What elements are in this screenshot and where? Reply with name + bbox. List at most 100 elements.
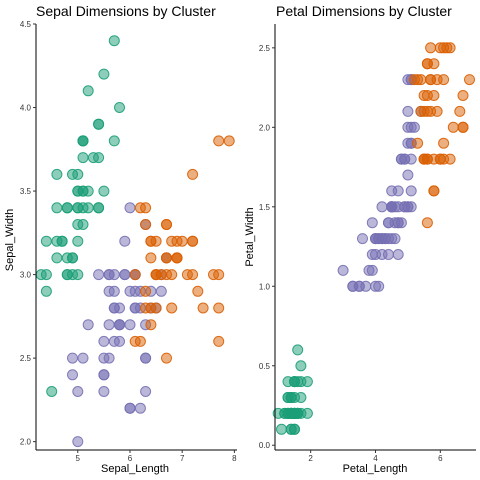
sepal-y-tick-label: 4.0 — [20, 104, 32, 113]
petal-point-cluster-3 — [421, 153, 433, 165]
petal-y-tick-label: 2.5 — [259, 44, 271, 53]
petal-point-cluster-1 — [285, 392, 297, 403]
sepal-point-cluster-2 — [98, 369, 110, 381]
sepal-chart-title: Sepal Dimensions by Cluster — [36, 3, 216, 19]
sepal-point-cluster-2 — [124, 319, 136, 331]
sepal-plot-area — [35, 35, 235, 448]
sepal-point-cluster-3 — [171, 252, 183, 264]
petal-point-cluster-2 — [392, 201, 404, 213]
petal-point-cluster-3 — [412, 137, 424, 149]
sepal-point-cluster-2 — [77, 352, 89, 364]
sepal-point-cluster-3 — [213, 302, 225, 314]
sepal-point-cluster-1 — [46, 386, 58, 397]
sepal-point-cluster-1 — [93, 118, 105, 130]
petal-point-cluster-3 — [418, 90, 430, 101]
petal-point-cluster-3 — [434, 153, 446, 165]
petal-y-tick-label: 1.5 — [259, 203, 271, 212]
sepal-point-cluster-3 — [187, 168, 199, 180]
sepal-y-tick-label: 4.5 — [20, 20, 32, 29]
sepal-point-cluster-1 — [77, 152, 89, 164]
sepal-point-cluster-3 — [213, 135, 225, 147]
sepal-point-cluster-1 — [61, 269, 73, 281]
sepal-x-axis-label: Sepal_Length — [101, 463, 169, 475]
sepal-point-cluster-3 — [145, 235, 157, 247]
sepal-point-cluster-1 — [72, 235, 84, 247]
petal-point-cluster-2 — [386, 185, 398, 197]
petal-point-cluster-3 — [415, 74, 427, 86]
sepal-point-cluster-1 — [40, 235, 52, 247]
sepal-point-cluster-3 — [161, 219, 172, 230]
sepal-point-cluster-3 — [140, 219, 152, 230]
petal-point-cluster-1 — [301, 376, 313, 388]
petal-y-tick-label: 2.0 — [259, 123, 271, 132]
petal-point-cluster-3 — [454, 105, 466, 117]
petal-point-cluster-3 — [415, 105, 427, 117]
petal-point-cluster-2 — [337, 264, 349, 276]
sepal-point-cluster-1 — [40, 285, 52, 297]
sepal-point-cluster-1 — [87, 152, 99, 164]
petal-point-cluster-1 — [285, 407, 297, 419]
sepal-point-cluster-3 — [223, 135, 235, 147]
sepal-point-cluster-3 — [150, 302, 162, 314]
petal-x-tick-label: 6 — [438, 454, 443, 463]
sepal-point-cluster-2 — [67, 352, 78, 364]
sepal-point-cluster-1 — [82, 85, 94, 97]
petal-point-cluster-2 — [408, 121, 420, 133]
petal-point-cluster-2 — [376, 249, 388, 260]
petal-point-cluster-2 — [373, 280, 385, 292]
petal-point-cluster-2 — [376, 201, 388, 213]
sepal-point-cluster-1 — [61, 202, 73, 214]
sepal-point-cluster-2 — [82, 319, 94, 331]
sepal-point-cluster-1 — [51, 252, 63, 264]
sepal-point-cluster-3 — [145, 319, 157, 331]
petal-plot-area — [272, 42, 475, 435]
petal-point-cluster-2 — [357, 233, 368, 245]
sepal-point-cluster-2 — [134, 402, 146, 414]
sepal-point-cluster-1 — [77, 135, 89, 147]
petal-point-cluster-2 — [347, 280, 359, 292]
sepal-point-cluster-3 — [140, 285, 152, 297]
sepal-point-cluster-1 — [93, 202, 105, 214]
sepal-point-cluster-3 — [161, 352, 172, 364]
petal-point-cluster-2 — [402, 169, 414, 181]
petal-point-cluster-3 — [421, 217, 433, 229]
sepal-point-cluster-3 — [213, 335, 225, 347]
sepal-point-cluster-3 — [145, 252, 157, 264]
sepal-point-cluster-1 — [108, 35, 120, 47]
sepal-point-cluster-2 — [119, 269, 131, 281]
petal-point-cluster-3 — [428, 58, 440, 70]
sepal-point-cluster-2 — [93, 269, 105, 281]
sepal-point-cluster-2 — [67, 369, 78, 381]
petal-point-cluster-3 — [428, 185, 440, 197]
sepal-point-cluster-2 — [72, 436, 84, 448]
petal-point-cluster-2 — [405, 185, 417, 197]
sepal-point-cluster-3 — [187, 235, 199, 247]
sepal-point-cluster-1 — [40, 269, 52, 281]
sepal-point-cluster-2 — [103, 319, 115, 331]
petal-x-ticks: 2 4 6 — [308, 450, 443, 463]
sepal-point-cluster-2 — [119, 235, 131, 247]
sepal-point-cluster-1 — [51, 168, 63, 180]
petal-point-cluster-3 — [425, 74, 437, 86]
petal-point-cluster-1 — [295, 360, 307, 372]
petal-y-ticks: 0.0 0.5 1.0 1.5 2.0 2.5 — [259, 44, 275, 450]
sepal-point-cluster-2 — [108, 269, 120, 281]
sepal-point-cluster-1 — [72, 185, 84, 197]
sepal-point-cluster-2 — [114, 335, 125, 347]
sepal-y-tick-label: 3.0 — [20, 271, 32, 280]
sepal-point-cluster-2 — [98, 335, 110, 347]
petal-x-tick-label: 2 — [308, 454, 313, 463]
sepal-point-cluster-2 — [140, 386, 152, 397]
sepal-point-cluster-1 — [67, 252, 78, 264]
sepal-x-tick-label: 5 — [76, 454, 81, 463]
sepal-point-cluster-2 — [98, 352, 110, 364]
sepal-point-cluster-1 — [98, 68, 110, 80]
sepal-point-cluster-2 — [124, 402, 136, 414]
petal-point-cluster-3 — [441, 42, 453, 54]
petal-y-tick-label: 0.0 — [259, 441, 271, 450]
petal-point-cluster-3 — [447, 121, 459, 133]
sepal-point-cluster-1 — [82, 185, 94, 197]
sepal-point-cluster-2 — [114, 319, 125, 331]
sepal-point-cluster-1 — [72, 269, 84, 281]
